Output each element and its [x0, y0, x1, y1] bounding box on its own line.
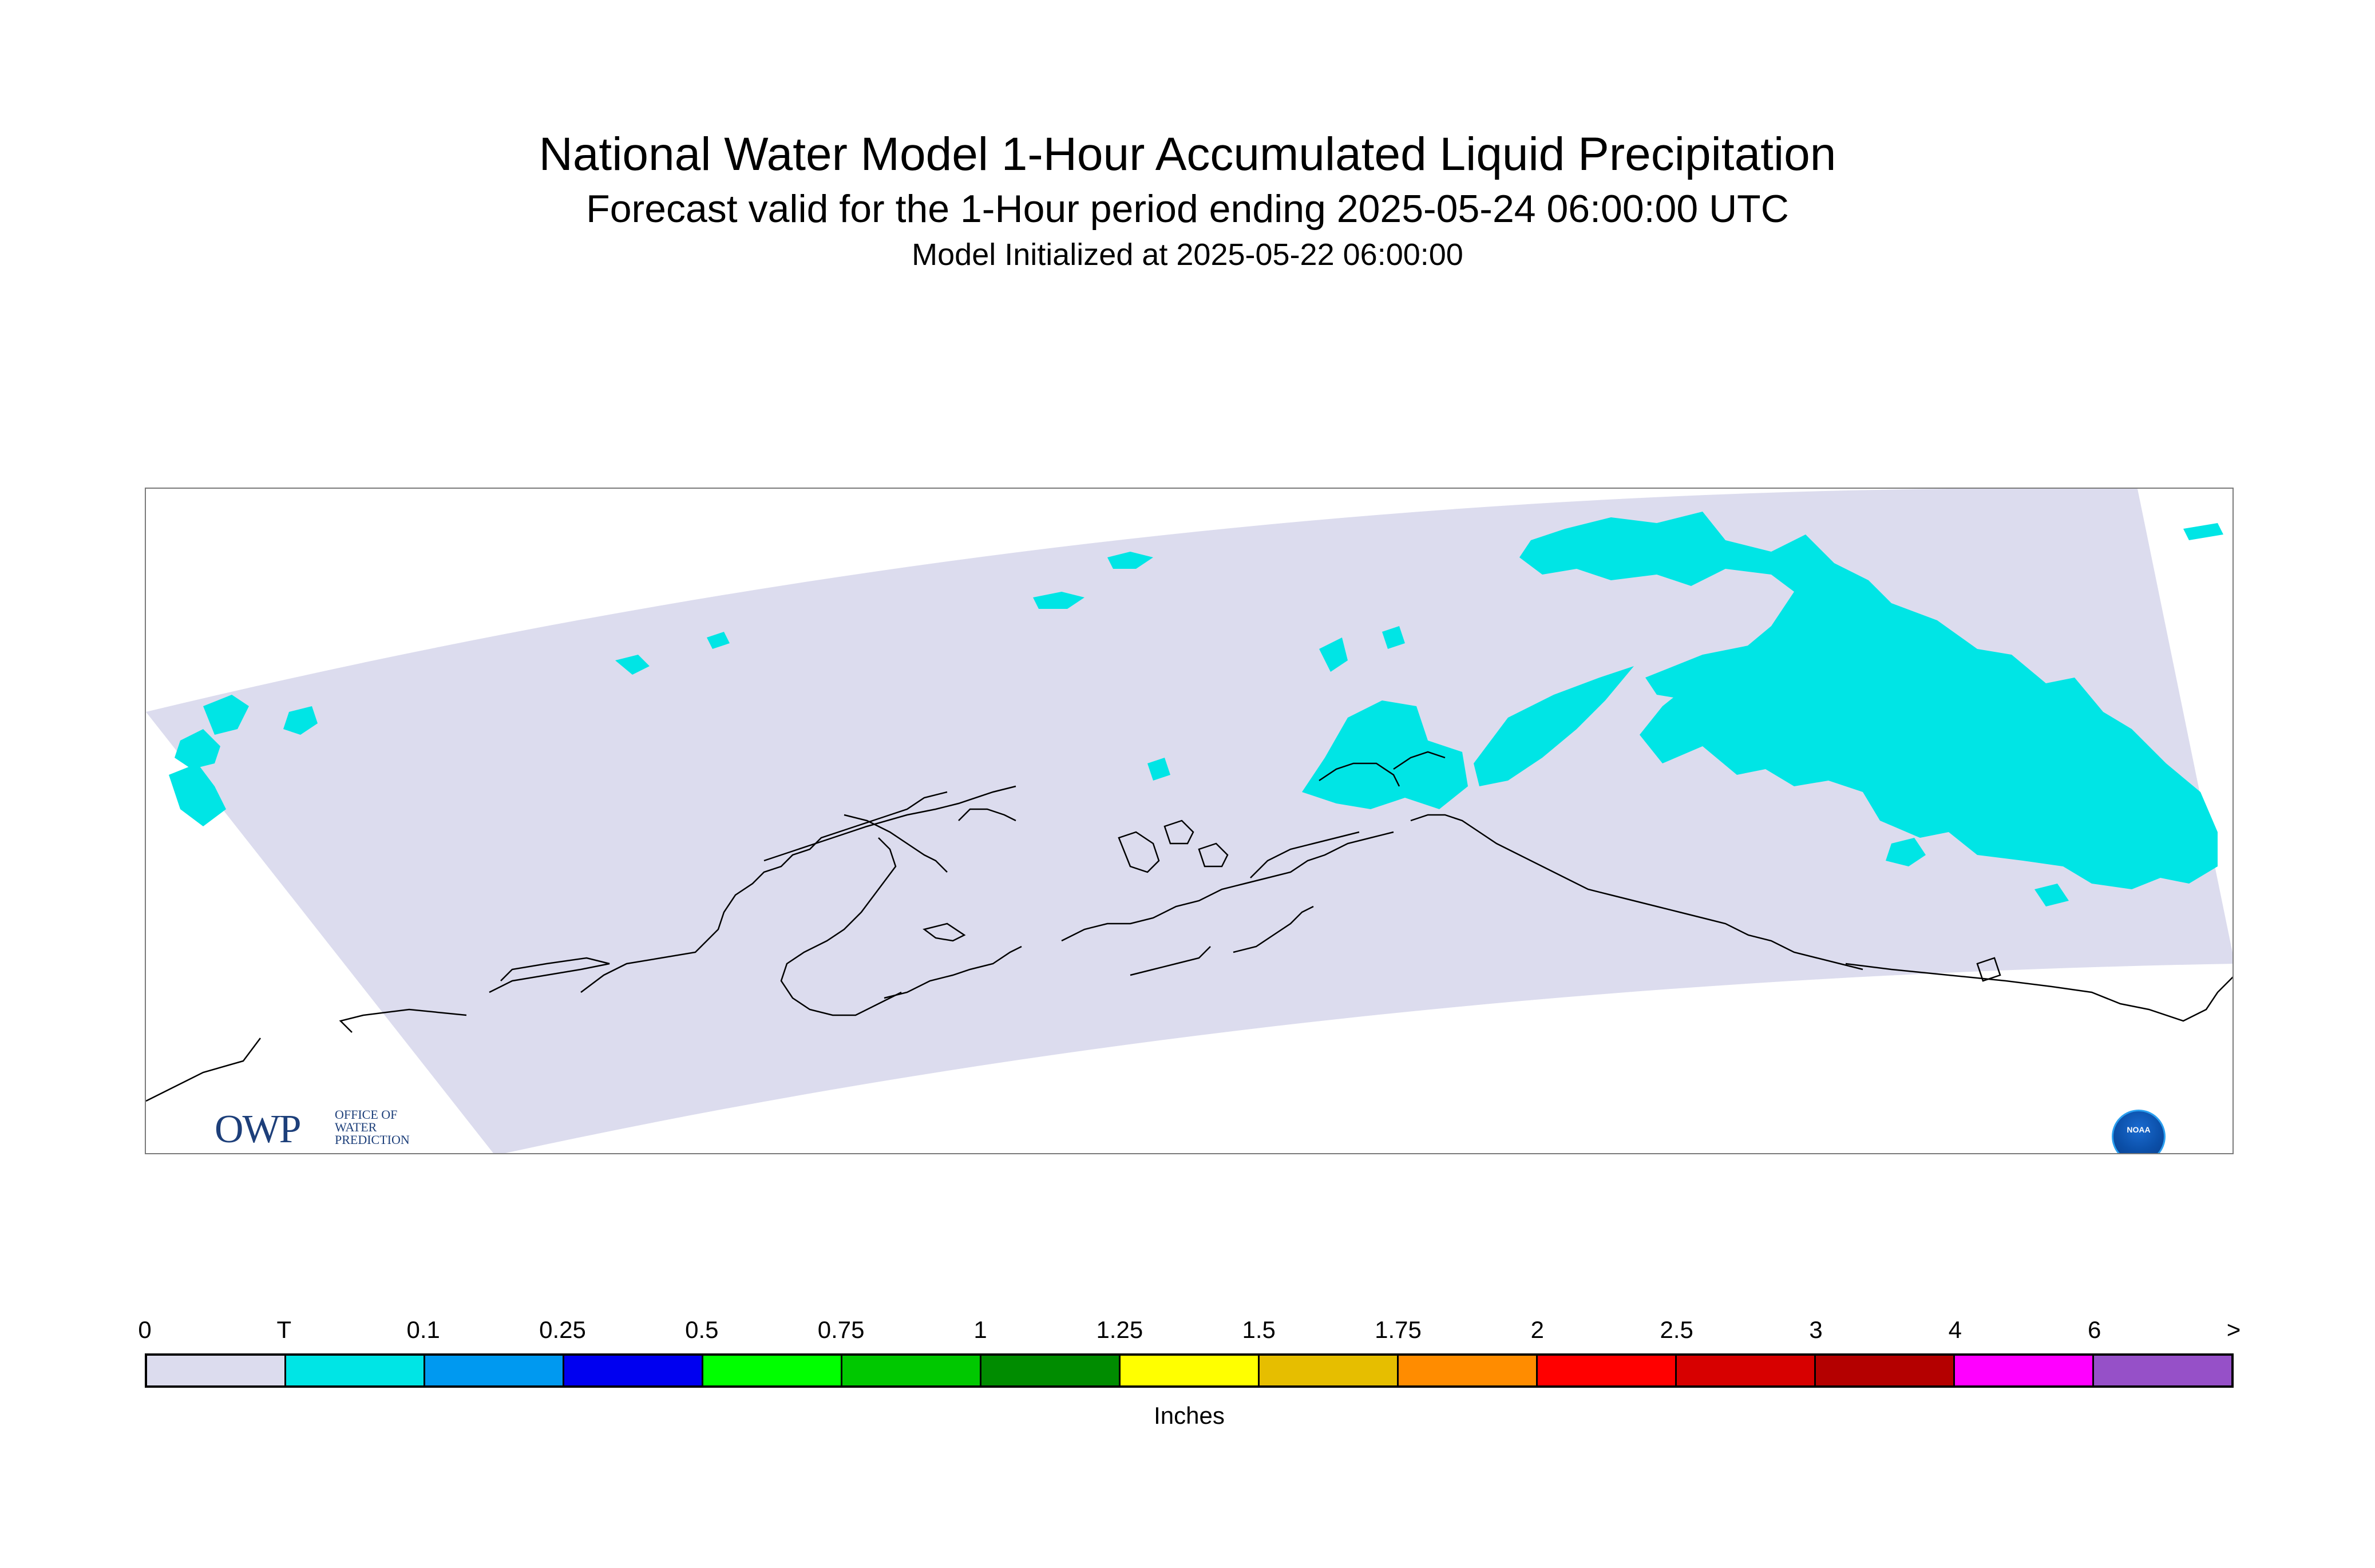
owp-logo-subtext: OFFICE OF WATER PREDICTION — [335, 1108, 410, 1146]
legend-units: Inches — [1154, 1402, 1225, 1429]
legend-bar — [145, 1353, 2234, 1388]
legend-label: > — [2226, 1316, 2241, 1343]
page-subtitle: Forecast valid for the 1-Hour period end… — [586, 187, 1789, 231]
legend-label: 2 — [1530, 1316, 1545, 1343]
legend-label: 0 — [138, 1316, 152, 1343]
legend-swatch — [147, 1356, 286, 1385]
legend-label: 1.25 — [1096, 1316, 1143, 1343]
page-title: National Water Model 1-Hour Accumulated … — [539, 128, 1836, 180]
legend-swatch — [1677, 1356, 1816, 1385]
legend-swatch — [564, 1356, 703, 1385]
legend-swatch — [842, 1356, 981, 1385]
legend: 0 T 0.1 0.25 0.5 0.75 1 1.25 1.5 1.75 2 2.5 3 4 6 > Inc… — [138, 1316, 2241, 1448]
noaa-logo-text: NOAA — [2127, 1125, 2151, 1134]
map-panel: OWP OFFICE OF WATER PREDICTION NOAA — [145, 488, 2234, 1154]
owp-logo: OWP — [215, 1107, 302, 1153]
coastlines — [146, 751, 2232, 1102]
legend-labels: 0 T 0.1 0.25 0.5 0.75 1 1.25 1.5 1.75 2 2.5 3 4 6 > — [138, 1316, 2241, 1351]
owp-sub-line-2: WATER — [335, 1120, 377, 1134]
legend-swatch — [286, 1356, 425, 1385]
legend-swatch — [2094, 1356, 2231, 1385]
precip-areas — [169, 512, 2223, 906]
legend-label: 1.75 — [1375, 1316, 1422, 1343]
legend-label: 0.75 — [817, 1316, 865, 1343]
map-canvas — [146, 489, 2232, 1153]
owp-logo-text: OWP — [215, 1107, 302, 1151]
legend-swatch — [1816, 1356, 1955, 1385]
legend-label: 2.5 — [1660, 1316, 1693, 1343]
legend-label: 0.5 — [685, 1316, 719, 1343]
legend-swatch — [1538, 1356, 1677, 1385]
legend-swatch — [1121, 1356, 1260, 1385]
noaa-logo: NOAA — [2112, 1110, 2166, 1153]
legend-label: 0.1 — [406, 1316, 440, 1343]
owp-sub-line-3: PREDICTION — [335, 1133, 410, 1147]
owp-sub-line-1: OFFICE OF — [335, 1107, 398, 1122]
legend-label: 4 — [1948, 1316, 1962, 1343]
legend-swatch — [425, 1356, 564, 1385]
legend-swatch — [1260, 1356, 1399, 1385]
legend-swatch — [1399, 1356, 1538, 1385]
legend-label: T — [276, 1316, 292, 1343]
init-time: Model Initialized at 2025-05-22 06:00:00 — [912, 237, 1463, 272]
legend-label: 0.25 — [539, 1316, 586, 1343]
legend-swatch — [1955, 1356, 2094, 1385]
legend-label: 1 — [973, 1316, 987, 1343]
legend-label: 6 — [2087, 1316, 2101, 1343]
legend-swatch — [981, 1356, 1121, 1385]
title-block: National Water Model 1-Hour Accumulated … — [0, 126, 2375, 275]
legend-label: 1.5 — [1242, 1316, 1276, 1343]
legend-swatch — [703, 1356, 842, 1385]
legend-label: 3 — [1809, 1316, 1823, 1343]
